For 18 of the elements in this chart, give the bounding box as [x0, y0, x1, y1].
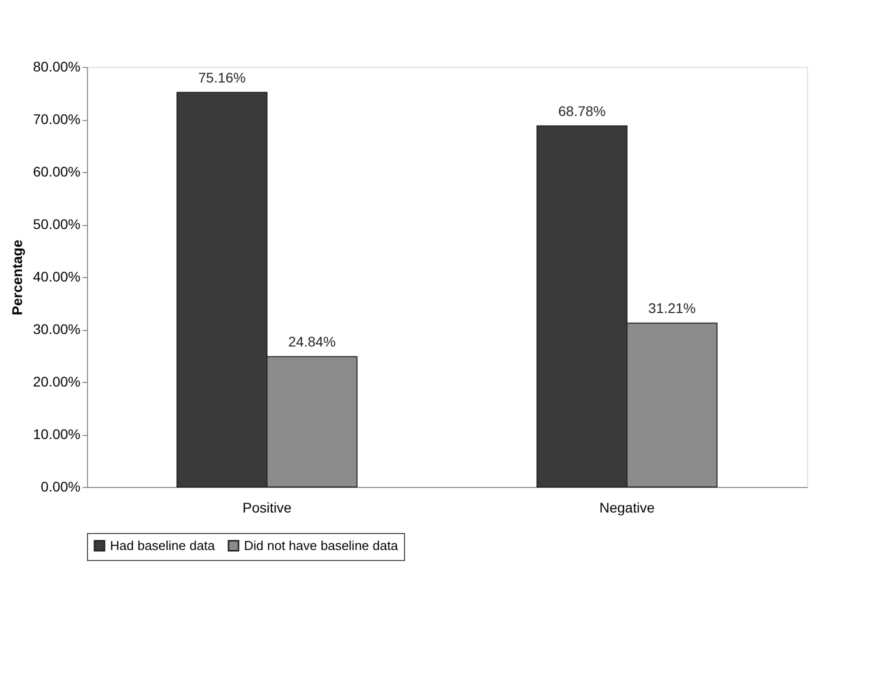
y-tick-label: 40.00%	[33, 268, 80, 284]
y-tick-label: 0.00%	[40, 478, 80, 494]
data-label: 75.16%	[198, 69, 246, 86]
x-tick-label: Positive	[242, 500, 292, 516]
data-label: 31.21%	[648, 300, 696, 316]
data-label: 68.78%	[558, 102, 606, 119]
legend-label: Did not have baseline data	[244, 538, 399, 553]
x-tick-label: Negative	[599, 500, 655, 516]
y-tick-label: 10.00%	[33, 426, 80, 442]
y-axis-title: Percentage	[9, 240, 26, 316]
y-tick-label: 50.00%	[33, 216, 80, 232]
y-tick-label: 20.00%	[33, 374, 80, 390]
y-tick-label: 80.00%	[33, 58, 80, 74]
legend-label: Had baseline data	[110, 538, 216, 553]
y-tick-label: 60.00%	[33, 164, 80, 180]
data-label: 24.84%	[288, 334, 336, 350]
y-tick-label: 30.00%	[33, 321, 80, 337]
y-tick-label: 70.00%	[33, 111, 80, 127]
